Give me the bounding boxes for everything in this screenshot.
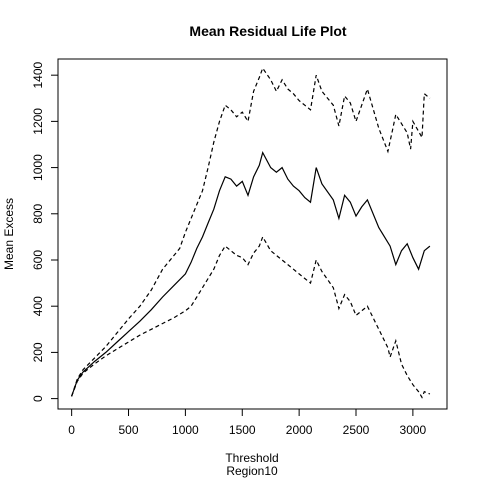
y-axis-label: Mean Excess [2, 198, 16, 270]
series-line-mean-excess [71, 150, 431, 397]
y-tick-label: 1000 [31, 154, 45, 181]
chart-title: Mean Residual Life Plot [189, 23, 346, 39]
series-lines [71, 66, 431, 399]
y-tick-label: 1200 [31, 108, 45, 135]
x-tick-label: 3000 [400, 423, 427, 437]
y-tick-label: 0 [31, 395, 45, 402]
y-tick-label: 1400 [31, 62, 45, 89]
x-tick-label: 1500 [229, 423, 256, 437]
x-axis: 0 500 1000 1500 2000 2500 3000 [68, 408, 427, 437]
x-axis-sublabel: Region10 [226, 464, 278, 478]
x-axis-label: Threshold [225, 451, 278, 465]
series-line-lower-ci [71, 235, 431, 399]
x-tick-label: 2000 [286, 423, 313, 437]
x-tick-label: 2500 [343, 423, 370, 437]
y-tick-label: 800 [31, 203, 45, 223]
y-tick-label: 200 [31, 342, 45, 362]
y-tick-label: 400 [31, 296, 45, 316]
series-line-upper-ci [71, 66, 431, 397]
y-tick-label: 600 [31, 250, 45, 270]
x-tick-label: 500 [119, 423, 139, 437]
x-tick-label: 0 [68, 423, 75, 437]
plot-frame [57, 58, 448, 410]
x-tick-label: 1000 [172, 423, 199, 437]
y-axis: 0 200 400 600 800 1000 1200 1400 [31, 62, 59, 402]
